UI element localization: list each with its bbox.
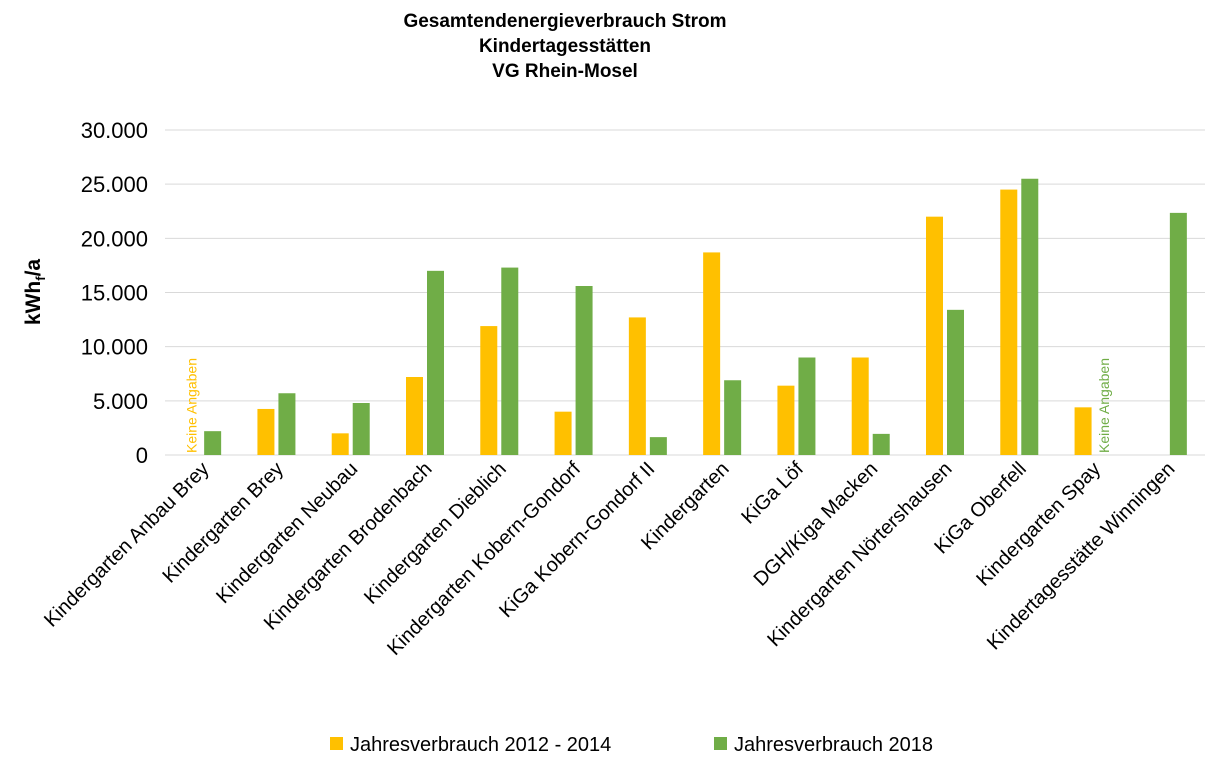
bar	[798, 357, 816, 455]
bar	[777, 385, 795, 455]
y-tick-label: 15.000	[81, 281, 148, 306]
y-tick-label: 0	[136, 443, 148, 468]
bar	[926, 216, 943, 455]
chart-title: Kindertagesstätten	[479, 36, 651, 57]
y-axis-label-sub: f	[33, 276, 48, 281]
bar	[851, 357, 869, 455]
legend-swatch	[714, 737, 727, 750]
chart-title: VG Rhein-Mosel	[492, 61, 638, 82]
bar	[406, 377, 423, 455]
x-tick-label: KiGa Kobern-Gondorf II	[495, 458, 659, 622]
x-tick-label: Kindergarten Dieblich	[360, 458, 511, 609]
bar	[501, 267, 519, 455]
bar	[331, 433, 349, 455]
legend-label: Jahresverbrauch 2018	[734, 734, 933, 756]
x-tick-label: Kindergarten Neubau	[212, 458, 362, 608]
x-tick-label: DGH/Kiga Macken	[750, 458, 883, 591]
bar	[427, 270, 444, 455]
bar	[947, 309, 964, 455]
bar	[628, 317, 646, 455]
y-tick-label: 5.000	[93, 389, 148, 414]
annotation: Keine Angaben	[184, 358, 200, 453]
y-axis-label: kWhf/a	[22, 259, 48, 326]
bar	[575, 286, 593, 455]
bar	[1074, 407, 1092, 455]
bar	[257, 408, 275, 455]
bar	[1000, 189, 1018, 456]
x-tick-label: KiGa Löf	[737, 458, 808, 529]
legend-swatch	[330, 737, 343, 750]
y-axis-label-part: /a	[22, 259, 45, 277]
y-tick-label: 10.000	[81, 335, 148, 360]
y-tick-label: 20.000	[81, 226, 148, 251]
y-tick-label: 30.000	[81, 118, 148, 143]
bar	[872, 433, 890, 455]
y-axis-label-part: kWh	[22, 281, 45, 325]
y-tick-label: 25.000	[81, 172, 148, 197]
bar	[204, 431, 222, 455]
bar	[724, 380, 742, 455]
chart-title: Gesamtendenergieverbrauch Strom	[403, 11, 726, 32]
bar	[649, 437, 667, 455]
bar	[352, 403, 370, 455]
annotation: Keine Angaben	[1096, 358, 1112, 453]
bar	[1021, 178, 1039, 455]
bar	[554, 411, 572, 455]
x-tick-label: Kindergarten Spay	[972, 458, 1105, 591]
bar	[703, 252, 721, 455]
bar	[480, 326, 498, 455]
bar	[1169, 212, 1187, 455]
legend-label: Jahresverbrauch 2012 - 2014	[350, 734, 611, 756]
bar	[278, 393, 296, 455]
